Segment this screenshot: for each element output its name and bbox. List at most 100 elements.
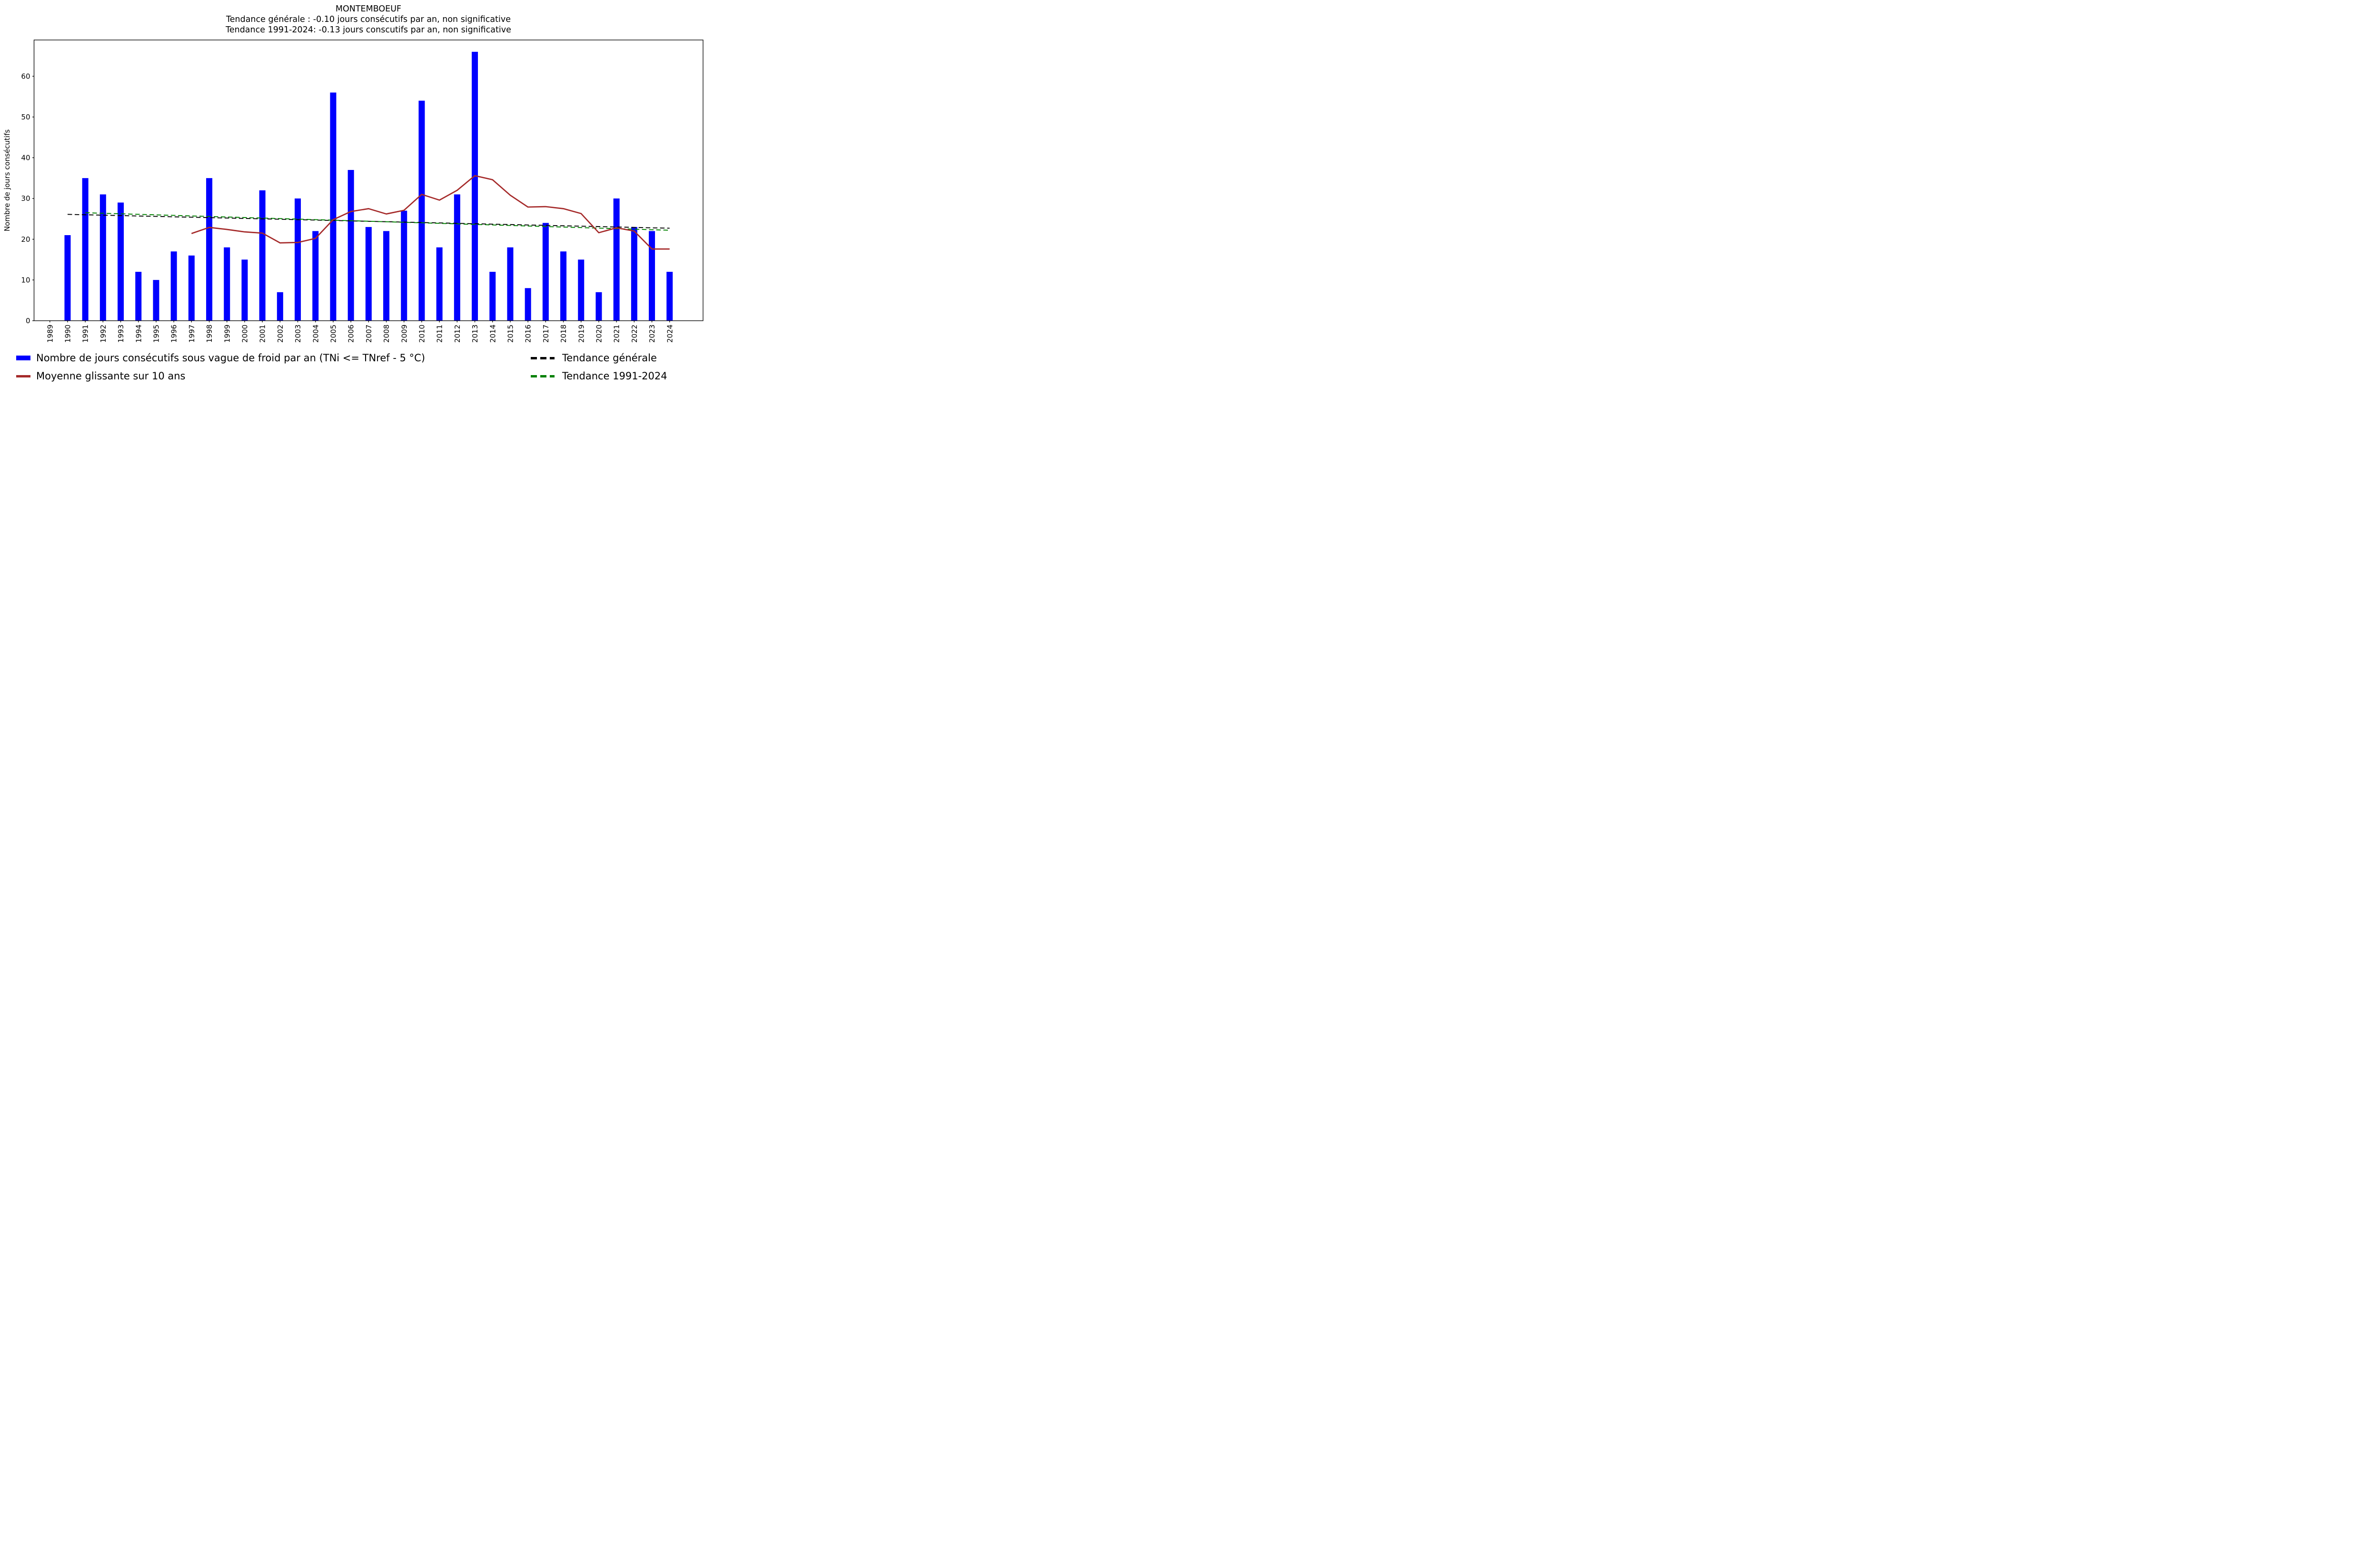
x-tick-label-1999: 1999 bbox=[223, 325, 231, 343]
bar-2005 bbox=[330, 92, 337, 321]
x-tick-label-1994: 1994 bbox=[134, 325, 143, 343]
x-tick-label-1990: 1990 bbox=[63, 325, 72, 343]
chart-subtitle-general-trend: Tendance générale : -0.10 jours consécut… bbox=[226, 15, 511, 24]
bar-1998 bbox=[206, 178, 213, 321]
x-tick-label-2013: 2013 bbox=[471, 325, 479, 343]
bar-1994 bbox=[135, 272, 142, 321]
x-tick-label-2004: 2004 bbox=[311, 325, 320, 343]
x-tick-label-2020: 2020 bbox=[595, 325, 603, 343]
y-axis-label: Nombre de jours consécutifs bbox=[3, 129, 11, 232]
x-tick-label-1993: 1993 bbox=[117, 325, 125, 343]
legend-label-general-trend: Tendance générale bbox=[562, 352, 657, 364]
bar-1996 bbox=[170, 251, 177, 321]
bar-2000 bbox=[241, 259, 248, 321]
x-tick-label-2017: 2017 bbox=[542, 325, 550, 343]
x-tick-label-2009: 2009 bbox=[400, 325, 408, 343]
x-tick-label-2003: 2003 bbox=[294, 325, 302, 343]
bar-2007 bbox=[365, 227, 372, 321]
x-tick-label-2015: 2015 bbox=[506, 325, 515, 343]
y-tick-label-30: 30 bbox=[21, 194, 30, 203]
title-block: MONTEMBOEUF Tendance générale : -0.10 jo… bbox=[34, 4, 703, 35]
bar-2018 bbox=[560, 251, 567, 321]
x-tick-label-2022: 2022 bbox=[630, 325, 639, 343]
chart-canvas: Nombre de jours consécutifs 0 10 20 30 40 50 6… bbox=[3, 40, 704, 343]
bar-2020 bbox=[595, 292, 602, 321]
bar-2009 bbox=[401, 210, 407, 321]
moving-average-line bbox=[191, 175, 670, 250]
legend-dashed-swatch-green bbox=[531, 375, 555, 377]
x-tick-label-2018: 2018 bbox=[559, 325, 568, 343]
y-tick-label-50: 50 bbox=[21, 113, 30, 121]
x-tick-label-2006: 2006 bbox=[347, 325, 356, 343]
y-tick-label-40: 40 bbox=[21, 154, 30, 162]
bar-2004 bbox=[312, 231, 319, 321]
legend-item-general-trend: Tendance générale bbox=[531, 351, 657, 365]
legend-bar-swatch bbox=[16, 356, 30, 360]
bar-1992 bbox=[99, 194, 106, 321]
bar-2016 bbox=[525, 288, 531, 321]
y-tick-label-20: 20 bbox=[21, 235, 30, 244]
y-tick-label-0: 0 bbox=[26, 317, 30, 325]
x-tick-label-2011: 2011 bbox=[436, 325, 444, 343]
bar-2023 bbox=[649, 231, 655, 321]
bar-2019 bbox=[578, 259, 585, 321]
chart-title: MONTEMBOEUF bbox=[335, 4, 402, 14]
y-tick-label-60: 60 bbox=[21, 72, 30, 80]
bar-1995 bbox=[153, 280, 159, 321]
trend-general-line bbox=[67, 214, 670, 229]
bar-2017 bbox=[542, 223, 549, 321]
x-tick-label-2007: 2007 bbox=[365, 325, 373, 343]
bar-2024 bbox=[666, 272, 673, 321]
x-tick-label-2010: 2010 bbox=[417, 325, 426, 343]
trend-1991-2024-line bbox=[85, 212, 670, 231]
y-tick-label-10: 10 bbox=[21, 276, 30, 284]
bar-1997 bbox=[188, 255, 195, 321]
x-tick-label-1997: 1997 bbox=[188, 325, 196, 343]
x-tick-label-2008: 2008 bbox=[382, 325, 391, 343]
x-tick-label-1989: 1989 bbox=[46, 325, 54, 343]
bar-2010 bbox=[418, 100, 425, 321]
plot-area: 0 10 20 30 40 50 60 1989 1990 1991 1992 1993 1994 199… bbox=[21, 40, 704, 343]
bar-2008 bbox=[383, 231, 390, 321]
legend-label-moving-average: Moyenne glissante sur 10 ans bbox=[36, 370, 186, 382]
bar-1993 bbox=[118, 202, 124, 321]
legend-dashed-swatch-black bbox=[531, 357, 555, 359]
legend-item-moving-average: Moyenne glissante sur 10 ans bbox=[16, 369, 186, 383]
bar-2022 bbox=[631, 227, 637, 321]
bar-1999 bbox=[224, 247, 230, 321]
x-tick-label-2005: 2005 bbox=[329, 325, 337, 343]
legend-label-cold-wave-days: Nombre de jours consécutifs sous vague d… bbox=[36, 352, 426, 364]
x-tick-label-2000: 2000 bbox=[240, 325, 249, 343]
legend-label-1991-2024-trend: Tendance 1991-2024 bbox=[562, 370, 667, 382]
x-tick-label-2002: 2002 bbox=[276, 325, 285, 343]
x-tick-label-2019: 2019 bbox=[577, 325, 585, 343]
bar-2021 bbox=[613, 198, 620, 321]
bar-2006 bbox=[347, 170, 354, 321]
x-tick-label-1998: 1998 bbox=[205, 325, 214, 343]
x-tick-label-1991: 1991 bbox=[81, 325, 90, 343]
legend-item-cold-wave-days: Nombre de jours consécutifs sous vague d… bbox=[16, 351, 425, 365]
bar-1990 bbox=[64, 235, 71, 321]
bar-2014 bbox=[489, 272, 496, 321]
x-tick-label-2014: 2014 bbox=[488, 325, 497, 343]
x-tick-label-2021: 2021 bbox=[613, 325, 621, 343]
legend-item-1991-2024-trend: Tendance 1991-2024 bbox=[531, 369, 667, 383]
bar-2001 bbox=[259, 190, 266, 321]
bar-2013 bbox=[472, 51, 478, 321]
x-tick-label-2024: 2024 bbox=[665, 325, 674, 343]
bar-2015 bbox=[507, 247, 514, 321]
bar-2011 bbox=[436, 247, 443, 321]
figure: Nombre de jours consécutifs 0 10 20 30 40 50 6… bbox=[0, 0, 708, 392]
bar-2003 bbox=[295, 198, 301, 321]
x-tick-label-2016: 2016 bbox=[524, 325, 533, 343]
x-tick-label-1992: 1992 bbox=[99, 325, 108, 343]
x-tick-label-2023: 2023 bbox=[648, 325, 656, 343]
x-tick-label-2012: 2012 bbox=[453, 325, 462, 343]
x-tick-label-2001: 2001 bbox=[258, 325, 267, 343]
legend-line-swatch bbox=[16, 375, 30, 377]
bar-1991 bbox=[82, 178, 89, 321]
bar-2012 bbox=[454, 194, 460, 321]
x-tick-label-1996: 1996 bbox=[170, 325, 178, 343]
bar-2002 bbox=[277, 292, 283, 321]
chart-subtitle-1991-2024-trend: Tendance 1991-2024: -0.13 jours conscuti… bbox=[226, 25, 511, 35]
